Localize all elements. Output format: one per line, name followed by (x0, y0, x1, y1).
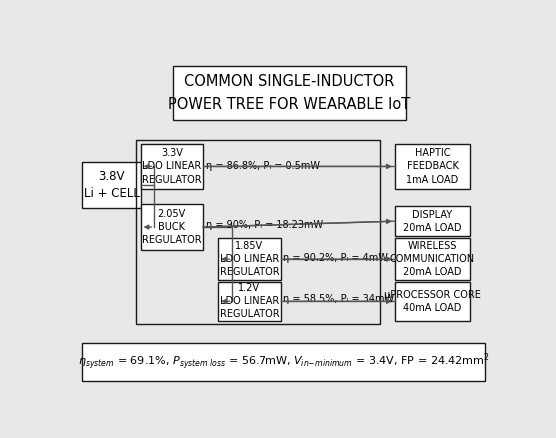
Text: 3.8V
Li + CELL: 3.8V Li + CELL (83, 170, 140, 200)
Bar (82, 343, 485, 381)
Text: 1.2V
LDO LINEAR
REGULATOR: 1.2V LDO LINEAR REGULATOR (220, 283, 279, 319)
Bar (136, 140, 380, 324)
Text: η = 58.5%, Pₗ = 34mW: η = 58.5%, Pₗ = 34mW (283, 294, 394, 304)
Text: $\eta_{system}$ = 69.1%, $P_{system\ loss}$ = 56.7mW, $V_{in\mathrm{-}minimum}$ : $\eta_{system}$ = 69.1%, $P_{system\ los… (78, 352, 490, 372)
Bar (141, 204, 203, 250)
Bar (173, 66, 406, 120)
Text: 2.05V
BUCK
REGULATOR: 2.05V BUCK REGULATOR (142, 209, 202, 245)
Bar (218, 282, 281, 321)
Text: 1.85V
LDO LINEAR
REGULATOR: 1.85V LDO LINEAR REGULATOR (220, 241, 279, 277)
Bar (395, 144, 470, 189)
Text: WIRELESS
COMMUNICATION
20mA LOAD: WIRELESS COMMUNICATION 20mA LOAD (390, 241, 475, 277)
Text: HAPTIC
FEEDBACK
1mA LOAD: HAPTIC FEEDBACK 1mA LOAD (406, 148, 459, 184)
Bar (395, 282, 470, 321)
Text: DISPLAY
20mA LOAD: DISPLAY 20mA LOAD (403, 210, 462, 233)
Bar (82, 162, 141, 208)
Bar (218, 238, 281, 280)
Text: η = 90.2%, Pₗ = 4mW: η = 90.2%, Pₗ = 4mW (283, 253, 388, 263)
Bar (395, 238, 470, 280)
Text: COMMON SINGLE-INDUCTOR
POWER TREE FOR WEARABLE IoT: COMMON SINGLE-INDUCTOR POWER TREE FOR WE… (168, 74, 410, 112)
Text: μPROCESSOR CORE
40mA LOAD: μPROCESSOR CORE 40mA LOAD (384, 290, 481, 313)
Text: 3.3V
LDO LINEAR
REGULATOR: 3.3V LDO LINEAR REGULATOR (142, 148, 202, 184)
Bar (395, 206, 470, 237)
Text: η = 90%, Pₗ = 18.23mW: η = 90%, Pₗ = 18.23mW (206, 220, 323, 230)
Text: η = 86.8%, Pₗ = 0.5mW: η = 86.8%, Pₗ = 0.5mW (206, 161, 320, 170)
Bar (141, 144, 203, 189)
